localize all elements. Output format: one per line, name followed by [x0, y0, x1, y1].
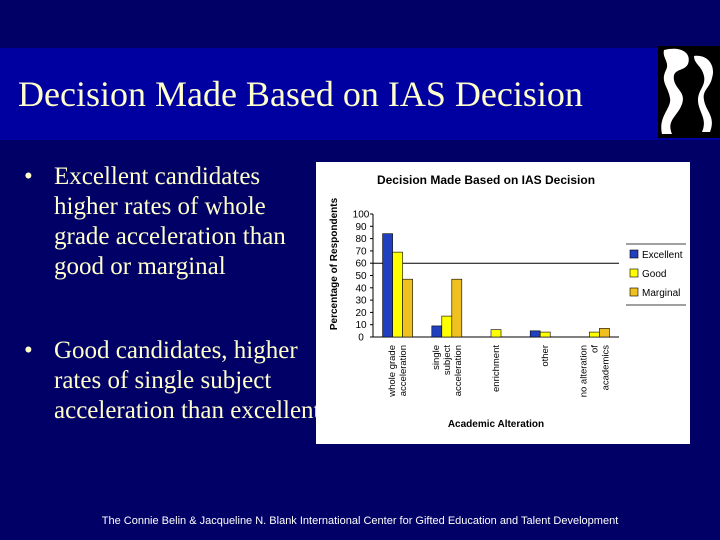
x-tick-label: singlesubjectacceleration: [431, 345, 464, 397]
x-tick-label: whole gradeacceleration: [387, 345, 409, 398]
x-tick-label: other: [540, 345, 551, 367]
bar: [441, 315, 453, 338]
x-tick-label-line: of: [589, 345, 600, 353]
bullet-text: Excellent candidates higher rates of who…: [54, 163, 286, 280]
y-tick-label: 20: [355, 308, 367, 319]
legend-swatch: [629, 249, 639, 259]
bar: [382, 233, 393, 338]
bar-chart: Decision Made Based on IAS Decision Perc…: [329, 173, 686, 430]
slide-title: Decision Made Based on IAS Decision: [18, 74, 583, 114]
legend-label: Good: [642, 269, 666, 280]
y-tick-label: 100: [353, 210, 370, 221]
legend-label: Marginal: [642, 288, 680, 299]
bar: [451, 278, 463, 338]
bullet-item: • Good candidates, higher rates of singl…: [24, 336, 324, 426]
bullet-list: • Excellent candidates higher rates of w…: [24, 162, 324, 426]
bar: [539, 331, 551, 338]
x-tick-label-line: acceleration: [453, 345, 464, 396]
footer-credit: The Connie Belin & Jacqueline N. Blank I…: [101, 515, 619, 527]
logo-silhouette-icon: [658, 46, 720, 138]
y-tick-label: 80: [355, 234, 367, 245]
x-tick-label-line: single: [431, 345, 442, 370]
legend-swatch: [629, 268, 639, 278]
x-tick-label-line: subject: [442, 345, 453, 375]
title-band: [0, 48, 720, 140]
bullet-item: • Excellent candidates higher rates of w…: [24, 162, 324, 282]
y-axis-label: Percentage of Respondents: [329, 197, 340, 330]
legend-label: Excellent: [642, 250, 683, 261]
x-tick-label-line: academics: [600, 345, 611, 391]
x-tick-label-line: whole grade: [387, 345, 398, 398]
x-tick-label-line: acceleration: [398, 345, 409, 396]
bullet-text: Good candidates, higher rates of single …: [54, 337, 321, 424]
bar: [490, 329, 502, 338]
x-tick-label-line: other: [540, 345, 551, 367]
bar: [392, 251, 403, 338]
y-tick-label: 50: [355, 271, 367, 282]
x-tick-label-line: no alteration: [578, 345, 589, 397]
y-tick-label: 30: [355, 296, 367, 307]
bullet-marker: •: [24, 163, 33, 190]
bar: [402, 278, 413, 338]
legend-swatch: [629, 287, 639, 297]
bar: [529, 330, 541, 338]
x-tick-label: enrichment: [491, 345, 502, 392]
x-tick-label-line: enrichment: [491, 345, 502, 392]
y-tick-label: 70: [355, 246, 367, 257]
y-tick-label: 40: [355, 283, 367, 294]
y-tick-label: 0: [358, 333, 364, 344]
bar: [599, 328, 610, 338]
bar: [589, 331, 600, 338]
chart-panel: Decision Made Based on IAS Decision Perc…: [316, 162, 690, 444]
x-axis-label: Academic Alteration: [448, 419, 544, 430]
x-tick-label: no alterationofacademics: [578, 345, 611, 398]
y-tick-label: 10: [355, 320, 367, 331]
bullet-marker: •: [24, 337, 33, 364]
y-tick-label: 60: [355, 259, 367, 270]
bar: [431, 325, 443, 338]
y-tick-label: 90: [355, 222, 367, 233]
chart-title: Decision Made Based on IAS Decision: [377, 173, 595, 187]
